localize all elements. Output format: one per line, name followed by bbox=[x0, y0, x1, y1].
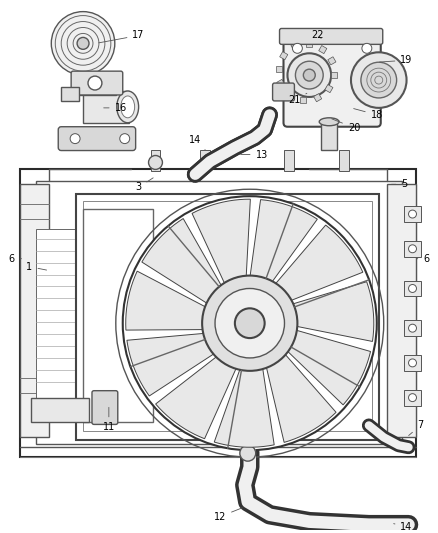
Text: 21: 21 bbox=[288, 93, 307, 105]
Polygon shape bbox=[290, 282, 374, 342]
Circle shape bbox=[409, 285, 417, 293]
Circle shape bbox=[235, 308, 265, 338]
Polygon shape bbox=[155, 355, 237, 439]
Circle shape bbox=[148, 156, 162, 169]
Polygon shape bbox=[126, 271, 208, 330]
Text: 17: 17 bbox=[99, 30, 145, 43]
Text: 11: 11 bbox=[103, 407, 115, 432]
Text: 6: 6 bbox=[417, 254, 430, 264]
Circle shape bbox=[293, 43, 302, 53]
Bar bbox=[20, 169, 417, 457]
Bar bbox=[32, 398, 89, 423]
Text: 1: 1 bbox=[26, 262, 46, 272]
Text: 5: 5 bbox=[392, 179, 408, 189]
Text: 20: 20 bbox=[332, 119, 360, 133]
Circle shape bbox=[351, 52, 406, 108]
Ellipse shape bbox=[121, 96, 134, 118]
Text: 14: 14 bbox=[394, 522, 413, 531]
Polygon shape bbox=[266, 352, 336, 442]
Bar bbox=[403, 206, 421, 222]
Circle shape bbox=[362, 43, 372, 53]
FancyBboxPatch shape bbox=[58, 127, 136, 150]
Text: 12: 12 bbox=[214, 508, 242, 522]
Polygon shape bbox=[250, 200, 317, 284]
Bar bbox=[403, 320, 421, 336]
Circle shape bbox=[409, 394, 417, 401]
Circle shape bbox=[409, 245, 417, 253]
Bar bbox=[403, 390, 421, 406]
Bar bbox=[328, 56, 336, 65]
Bar bbox=[331, 72, 337, 78]
Bar bbox=[291, 43, 299, 51]
Circle shape bbox=[409, 359, 417, 367]
FancyBboxPatch shape bbox=[279, 28, 383, 44]
Ellipse shape bbox=[117, 91, 138, 123]
Polygon shape bbox=[127, 333, 216, 396]
Bar bbox=[83, 91, 129, 123]
Circle shape bbox=[88, 76, 102, 90]
Circle shape bbox=[120, 134, 130, 143]
Circle shape bbox=[240, 445, 256, 461]
Circle shape bbox=[215, 288, 285, 358]
Circle shape bbox=[295, 61, 323, 89]
Circle shape bbox=[361, 62, 397, 98]
Bar bbox=[403, 280, 421, 296]
Polygon shape bbox=[214, 366, 274, 447]
Bar bbox=[314, 94, 321, 102]
Polygon shape bbox=[274, 225, 363, 301]
FancyBboxPatch shape bbox=[283, 35, 381, 127]
Bar bbox=[83, 209, 152, 423]
Bar bbox=[285, 150, 294, 172]
Circle shape bbox=[51, 12, 115, 75]
Bar bbox=[387, 184, 417, 438]
Ellipse shape bbox=[319, 118, 339, 126]
Bar bbox=[76, 194, 379, 440]
Text: 22: 22 bbox=[311, 30, 324, 41]
Bar bbox=[300, 97, 306, 103]
Bar bbox=[83, 201, 372, 431]
Polygon shape bbox=[286, 329, 371, 405]
Circle shape bbox=[409, 324, 417, 332]
Text: 16: 16 bbox=[104, 103, 127, 113]
Text: 19: 19 bbox=[380, 55, 413, 65]
Bar bbox=[61, 87, 79, 101]
FancyBboxPatch shape bbox=[92, 391, 118, 424]
Bar bbox=[325, 85, 333, 93]
FancyBboxPatch shape bbox=[272, 83, 294, 101]
Bar bbox=[276, 66, 282, 72]
Polygon shape bbox=[142, 219, 223, 305]
Bar bbox=[36, 181, 402, 445]
Bar bbox=[286, 91, 294, 99]
Bar bbox=[277, 79, 285, 87]
Bar bbox=[339, 150, 349, 172]
Circle shape bbox=[123, 196, 377, 450]
Text: 13: 13 bbox=[240, 150, 268, 159]
Circle shape bbox=[409, 210, 417, 218]
Text: 14: 14 bbox=[189, 135, 205, 150]
Bar bbox=[280, 52, 288, 60]
Bar bbox=[78, 73, 116, 95]
Text: 18: 18 bbox=[353, 109, 383, 120]
Circle shape bbox=[77, 37, 89, 50]
Bar bbox=[321, 122, 337, 150]
Polygon shape bbox=[192, 199, 251, 286]
Bar bbox=[151, 150, 160, 172]
Text: 7: 7 bbox=[409, 421, 424, 435]
Circle shape bbox=[70, 134, 80, 143]
Bar bbox=[200, 150, 210, 172]
Bar bbox=[403, 241, 421, 257]
Circle shape bbox=[202, 276, 297, 371]
Bar bbox=[20, 184, 49, 438]
FancyBboxPatch shape bbox=[71, 71, 123, 95]
Bar bbox=[403, 355, 421, 371]
Text: 6: 6 bbox=[8, 254, 21, 264]
Bar bbox=[319, 45, 327, 54]
Bar bbox=[36, 229, 76, 398]
Bar bbox=[306, 42, 312, 47]
Circle shape bbox=[287, 53, 331, 97]
Text: 3: 3 bbox=[135, 178, 153, 192]
Circle shape bbox=[304, 69, 315, 81]
